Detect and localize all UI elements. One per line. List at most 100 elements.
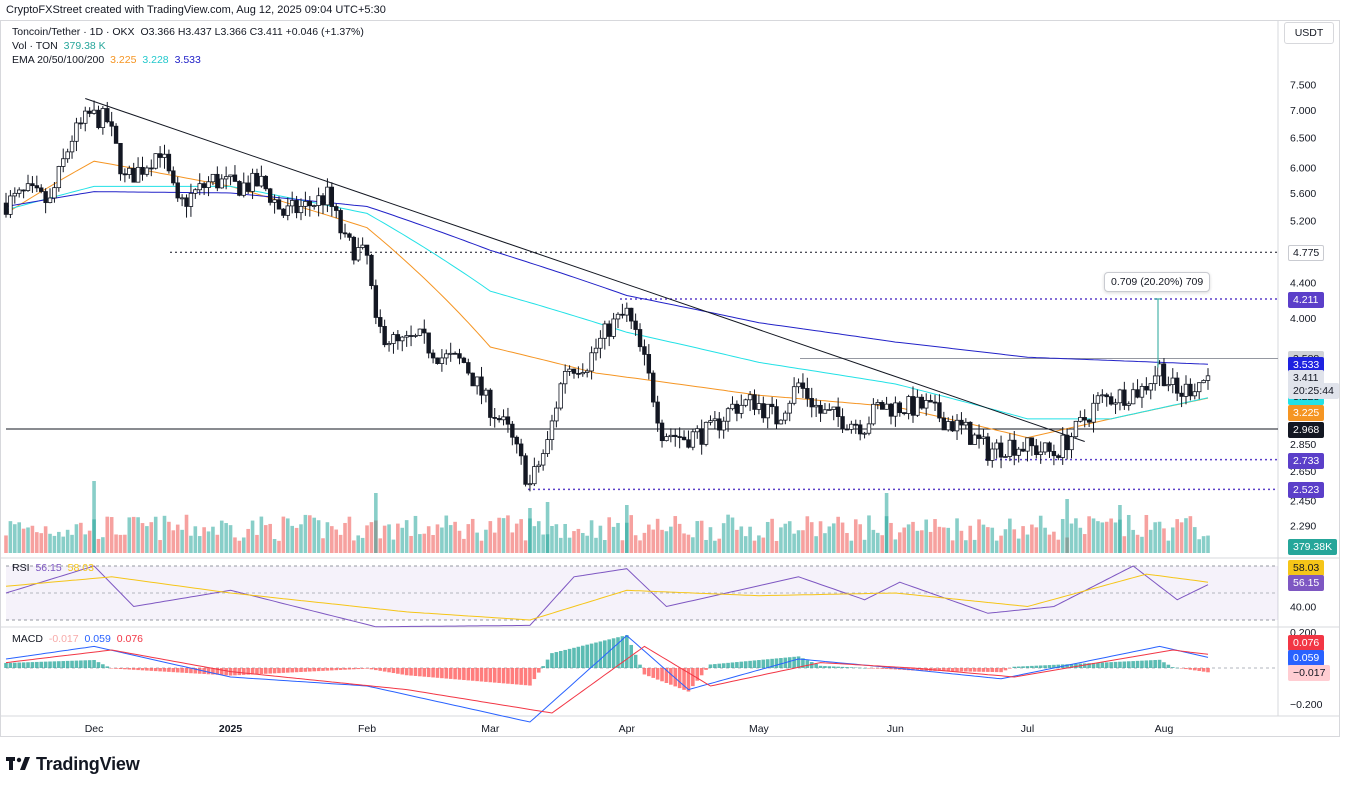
volume-bar <box>281 516 286 553</box>
macd-histogram-bar <box>175 668 180 673</box>
volume-bar <box>391 539 396 553</box>
macd-histogram-bar <box>792 656 796 668</box>
candle-body <box>893 402 898 417</box>
volume-bar <box>1016 538 1021 553</box>
candle-body <box>61 158 66 167</box>
candle-body <box>422 328 427 334</box>
candle-body <box>91 109 97 114</box>
candle-body <box>325 186 330 206</box>
candle-body <box>1038 451 1043 455</box>
rsi-label[interactable]: RSI <box>12 562 30 574</box>
volume-bar <box>814 536 818 553</box>
currency-button[interactable]: USDT <box>1284 22 1334 44</box>
candle-body <box>96 109 101 128</box>
volume-bar <box>1038 515 1043 553</box>
symbol-name[interactable]: Toncoin/Tether · 1D · OKX <box>12 26 135 38</box>
macd-histogram-bar <box>1197 668 1201 672</box>
candle-body <box>457 353 462 359</box>
candle-body <box>866 423 872 434</box>
candle-body <box>1029 437 1035 447</box>
macd-histogram-bar <box>545 659 550 668</box>
candle-body <box>1170 377 1175 385</box>
macd-histogram-bar <box>268 668 272 674</box>
ema-label[interactable]: EMA 20/50/100/200 <box>12 54 105 66</box>
price-tick-label: 2.650 <box>1290 466 1316 478</box>
macd-histogram-bar <box>523 668 528 686</box>
volume-bar <box>457 530 462 553</box>
legend-row-volume: Vol · TON 379.38 K <box>12 40 106 52</box>
macd-histogram-bar <box>114 668 118 669</box>
volume-bar-spike <box>625 505 629 553</box>
candle-body <box>818 404 823 414</box>
candle-body <box>1152 375 1158 385</box>
candle-body <box>668 434 674 438</box>
ema50-value: 3.228 <box>142 54 169 66</box>
volume-bar <box>219 520 224 553</box>
volume-bar <box>1012 529 1017 553</box>
macd-histogram-bar <box>501 668 506 684</box>
candle-body <box>1139 386 1145 398</box>
volume-bar <box>294 527 299 553</box>
volume-label[interactable]: Vol · TON <box>12 40 58 52</box>
macd-histogram-bar <box>686 668 691 692</box>
volume-bar <box>1162 528 1166 553</box>
candle-body <box>998 442 1004 458</box>
candle-body <box>215 173 220 189</box>
macd-histogram-bar <box>237 668 242 676</box>
macd-line-value: 0.059 <box>84 633 111 645</box>
candle-body <box>364 244 370 256</box>
candle-body <box>179 197 185 200</box>
volume-bar <box>831 523 836 553</box>
candle-body <box>1086 419 1092 423</box>
x-tick-label: May <box>749 723 770 735</box>
candle-body <box>461 357 467 363</box>
macd-hist-value: -0.017 <box>48 633 79 645</box>
macd-histogram-bar <box>387 668 391 673</box>
candle-body <box>496 418 502 421</box>
macd-histogram-bar <box>625 635 629 668</box>
candle-body <box>796 382 801 388</box>
macd-histogram-bar <box>303 668 308 672</box>
macd-histogram-bar <box>677 668 682 689</box>
volume-bar <box>858 524 862 553</box>
macd-histogram-bar <box>312 668 317 672</box>
macd-histogram-bar <box>197 668 202 674</box>
candle-body <box>835 406 841 417</box>
volume-bar <box>946 527 951 553</box>
candle-body <box>228 174 233 178</box>
price-label-2-523: 2.523 <box>1288 482 1325 499</box>
volume-value: 379.38 K <box>63 40 106 52</box>
candle-body <box>990 448 995 461</box>
candle-body <box>444 353 449 359</box>
volume-bar <box>118 534 123 553</box>
macd-histogram-bar <box>4 662 8 668</box>
x-tick-label: Mar <box>481 723 500 735</box>
volume-bar <box>330 526 334 553</box>
volume-bar <box>484 529 488 553</box>
macd-histogram-bar <box>1206 668 1210 673</box>
volume-bar <box>123 534 127 553</box>
volume-bar <box>928 531 933 553</box>
volume-bar <box>902 527 906 553</box>
candle-body <box>651 372 656 403</box>
candle-body <box>492 417 497 419</box>
macd-histogram-bar <box>259 668 264 674</box>
macd-histogram-bar <box>655 668 660 680</box>
candle-body <box>540 453 546 466</box>
volume-bar <box>1131 529 1135 553</box>
ema-line-0 <box>5 160 1209 439</box>
macd-histogram-bar <box>647 668 651 677</box>
candle-body <box>699 428 704 445</box>
candle-body <box>536 464 541 467</box>
volume-bar <box>497 517 501 553</box>
volume-bar <box>594 537 598 553</box>
volume-bar <box>206 531 211 553</box>
volume-bar <box>145 526 149 553</box>
volume-bar <box>783 523 788 553</box>
candle-body <box>968 421 973 445</box>
volume-bar <box>312 517 317 553</box>
macd-label[interactable]: MACD <box>12 633 43 645</box>
candle-body <box>611 318 616 337</box>
volume-bar <box>1206 535 1210 553</box>
